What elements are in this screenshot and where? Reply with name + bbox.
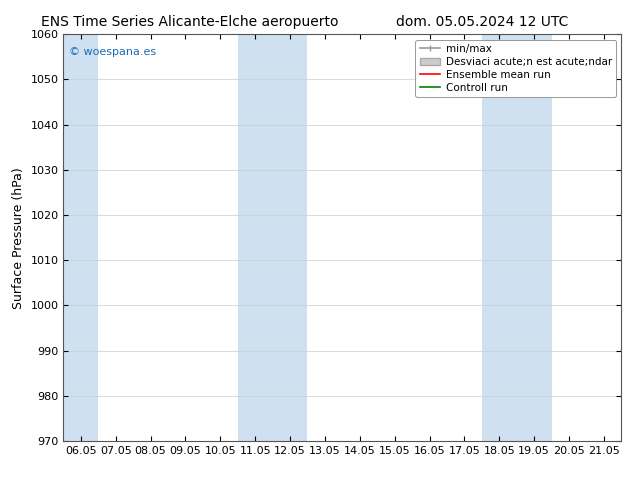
Legend: min/max, Desviaci acute;n est acute;ndar, Ensemble mean run, Controll run: min/max, Desviaci acute;n est acute;ndar… [415, 40, 616, 97]
Text: dom. 05.05.2024 12 UTC: dom. 05.05.2024 12 UTC [396, 15, 568, 29]
Text: ENS Time Series Alicante-Elche aeropuerto: ENS Time Series Alicante-Elche aeropuert… [41, 15, 339, 29]
Bar [63, 34, 98, 441]
Bar [238, 34, 307, 441]
Bar [482, 34, 552, 441]
Y-axis label: Surface Pressure (hPa): Surface Pressure (hPa) [12, 167, 25, 309]
Text: © woespana.es: © woespana.es [69, 47, 156, 56]
